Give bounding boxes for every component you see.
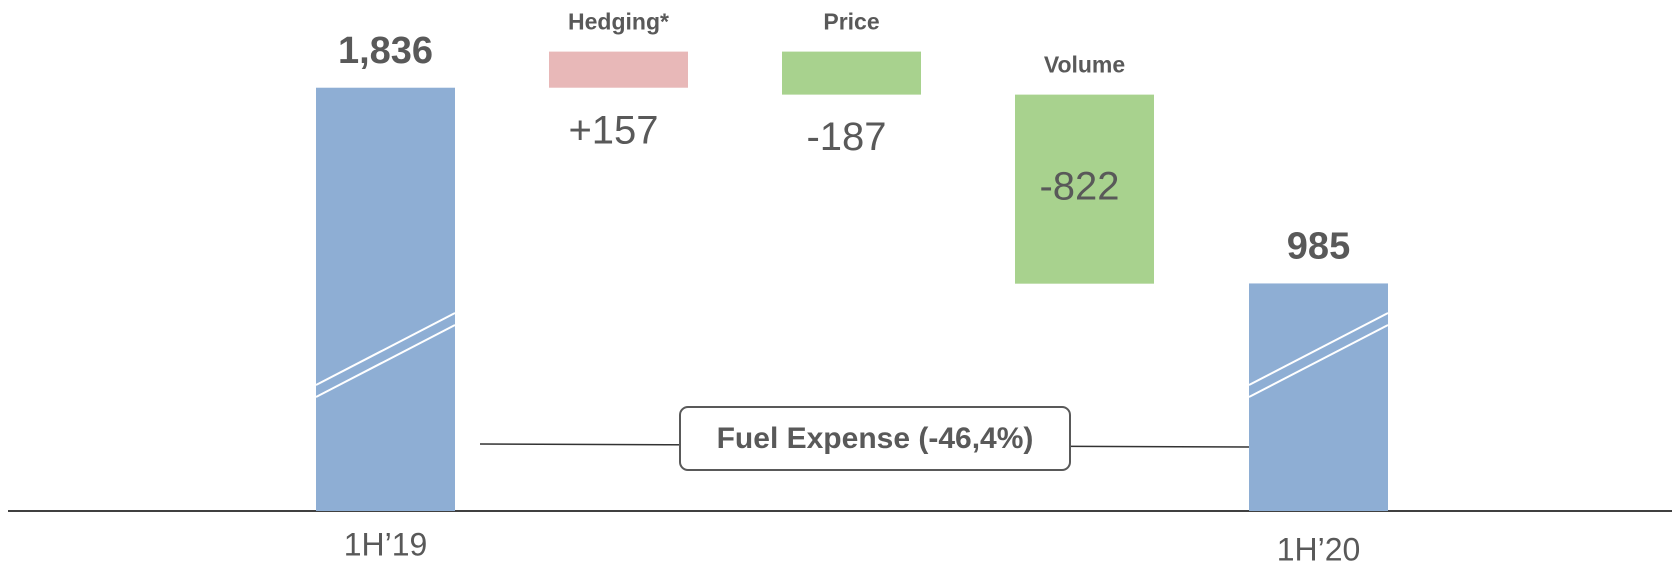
x-label: 1H’19 — [344, 526, 428, 562]
axis-break — [315, 324, 456, 398]
annotation: Fuel Expense (-46,4%) — [717, 422, 1034, 455]
value-label: -822 — [1039, 165, 1119, 209]
x-label: 1H’20 — [1277, 531, 1361, 567]
category-label: Hedging* — [568, 9, 669, 35]
annotation-box — [679, 406, 1071, 471]
category-label: Price — [823, 9, 879, 35]
axis-break — [315, 312, 456, 386]
category-label: Volume — [1044, 52, 1125, 78]
axis-break — [1248, 324, 1389, 398]
value-label: 985 — [1287, 225, 1350, 267]
bar — [1015, 94, 1154, 284]
bar — [782, 51, 921, 95]
bar — [549, 51, 688, 88]
bar — [316, 87, 455, 511]
value-label: +157 — [568, 108, 658, 152]
bar — [1249, 283, 1388, 511]
value-label: -187 — [806, 115, 886, 159]
axis-break — [1248, 312, 1389, 386]
value-label: 1,836 — [338, 30, 433, 72]
